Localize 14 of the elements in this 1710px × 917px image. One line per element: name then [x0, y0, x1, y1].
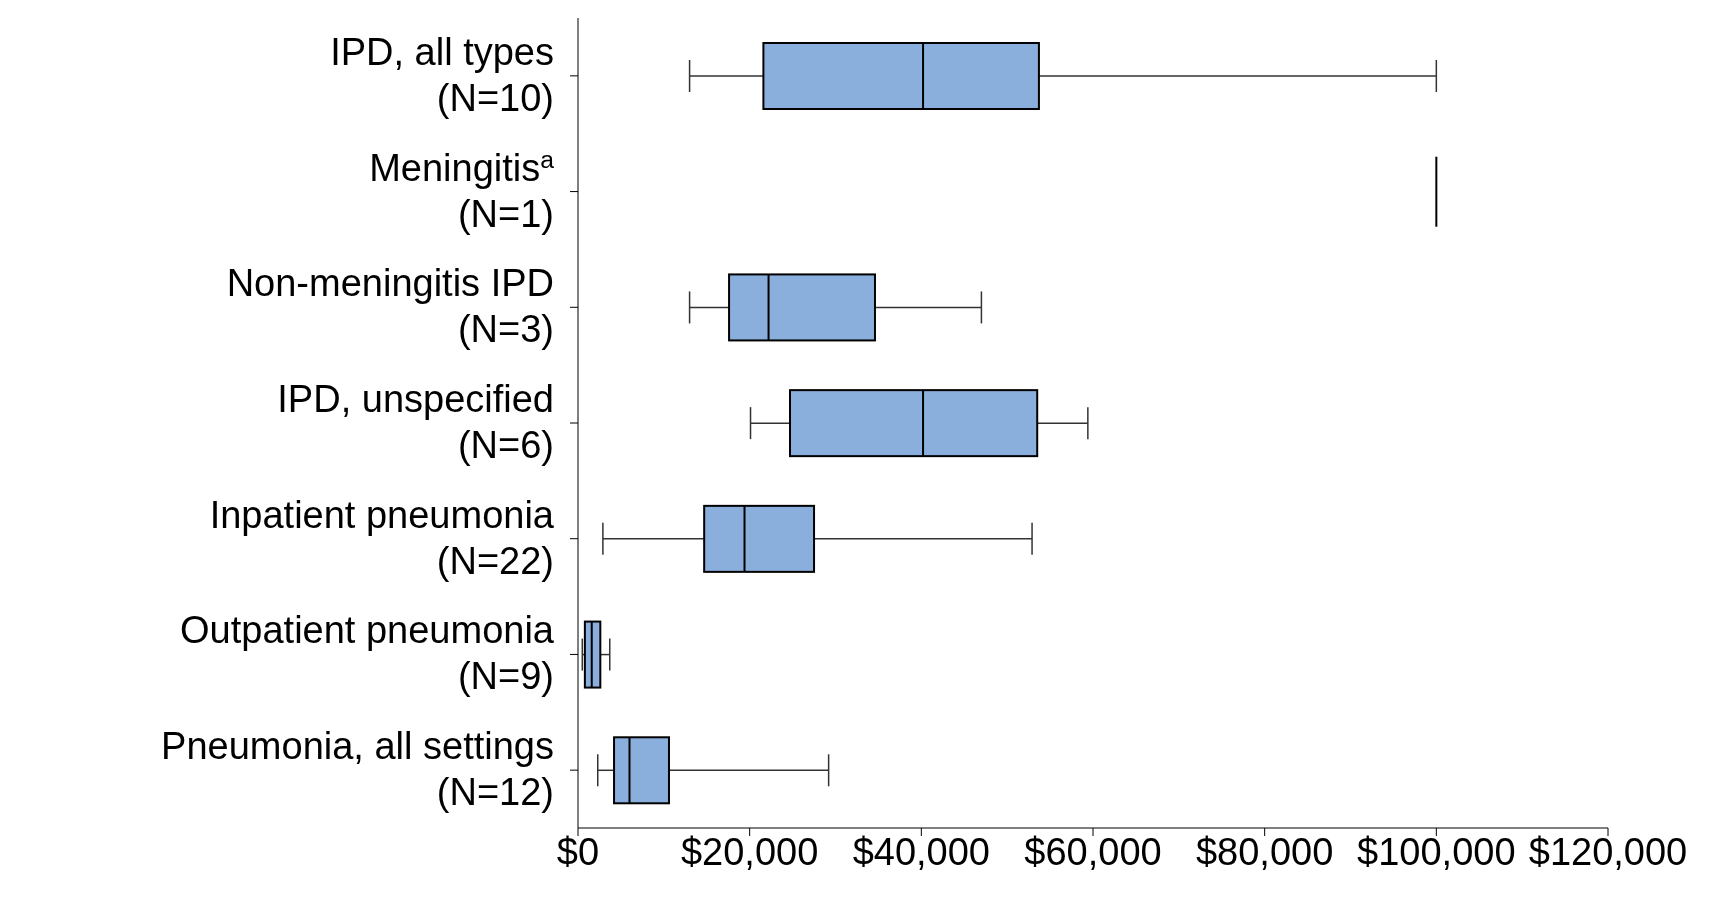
x-tick-label: $20,000	[680, 830, 819, 873]
x-tick-label: $120,000	[1528, 830, 1688, 873]
y-tick-label: Pneumonia, all settings (N=12)	[161, 725, 554, 814]
y-tick-label: Meningitis$^{a}$ (N=1)	[369, 145, 555, 235]
y-tick-label: IPD, all types (N=10)	[330, 30, 554, 119]
y-tick-label: Inpatient pneumonia (N=22)	[209, 493, 555, 582]
x-tick-label: $100,000	[1357, 830, 1516, 873]
y-tick-label: IPD, unspecified (N=6)	[277, 378, 554, 466]
x-tick-label: $0	[556, 830, 600, 873]
y-tick-label: Outpatient pneumonia (N=9)	[180, 609, 555, 698]
x-tick-label: $80,000	[1195, 830, 1334, 873]
x-tick-label: $60,000	[1024, 830, 1162, 873]
y-tick-label: Non-meningitis IPD (N=3)	[226, 262, 554, 351]
x-tick-label: $40,000	[852, 830, 991, 873]
